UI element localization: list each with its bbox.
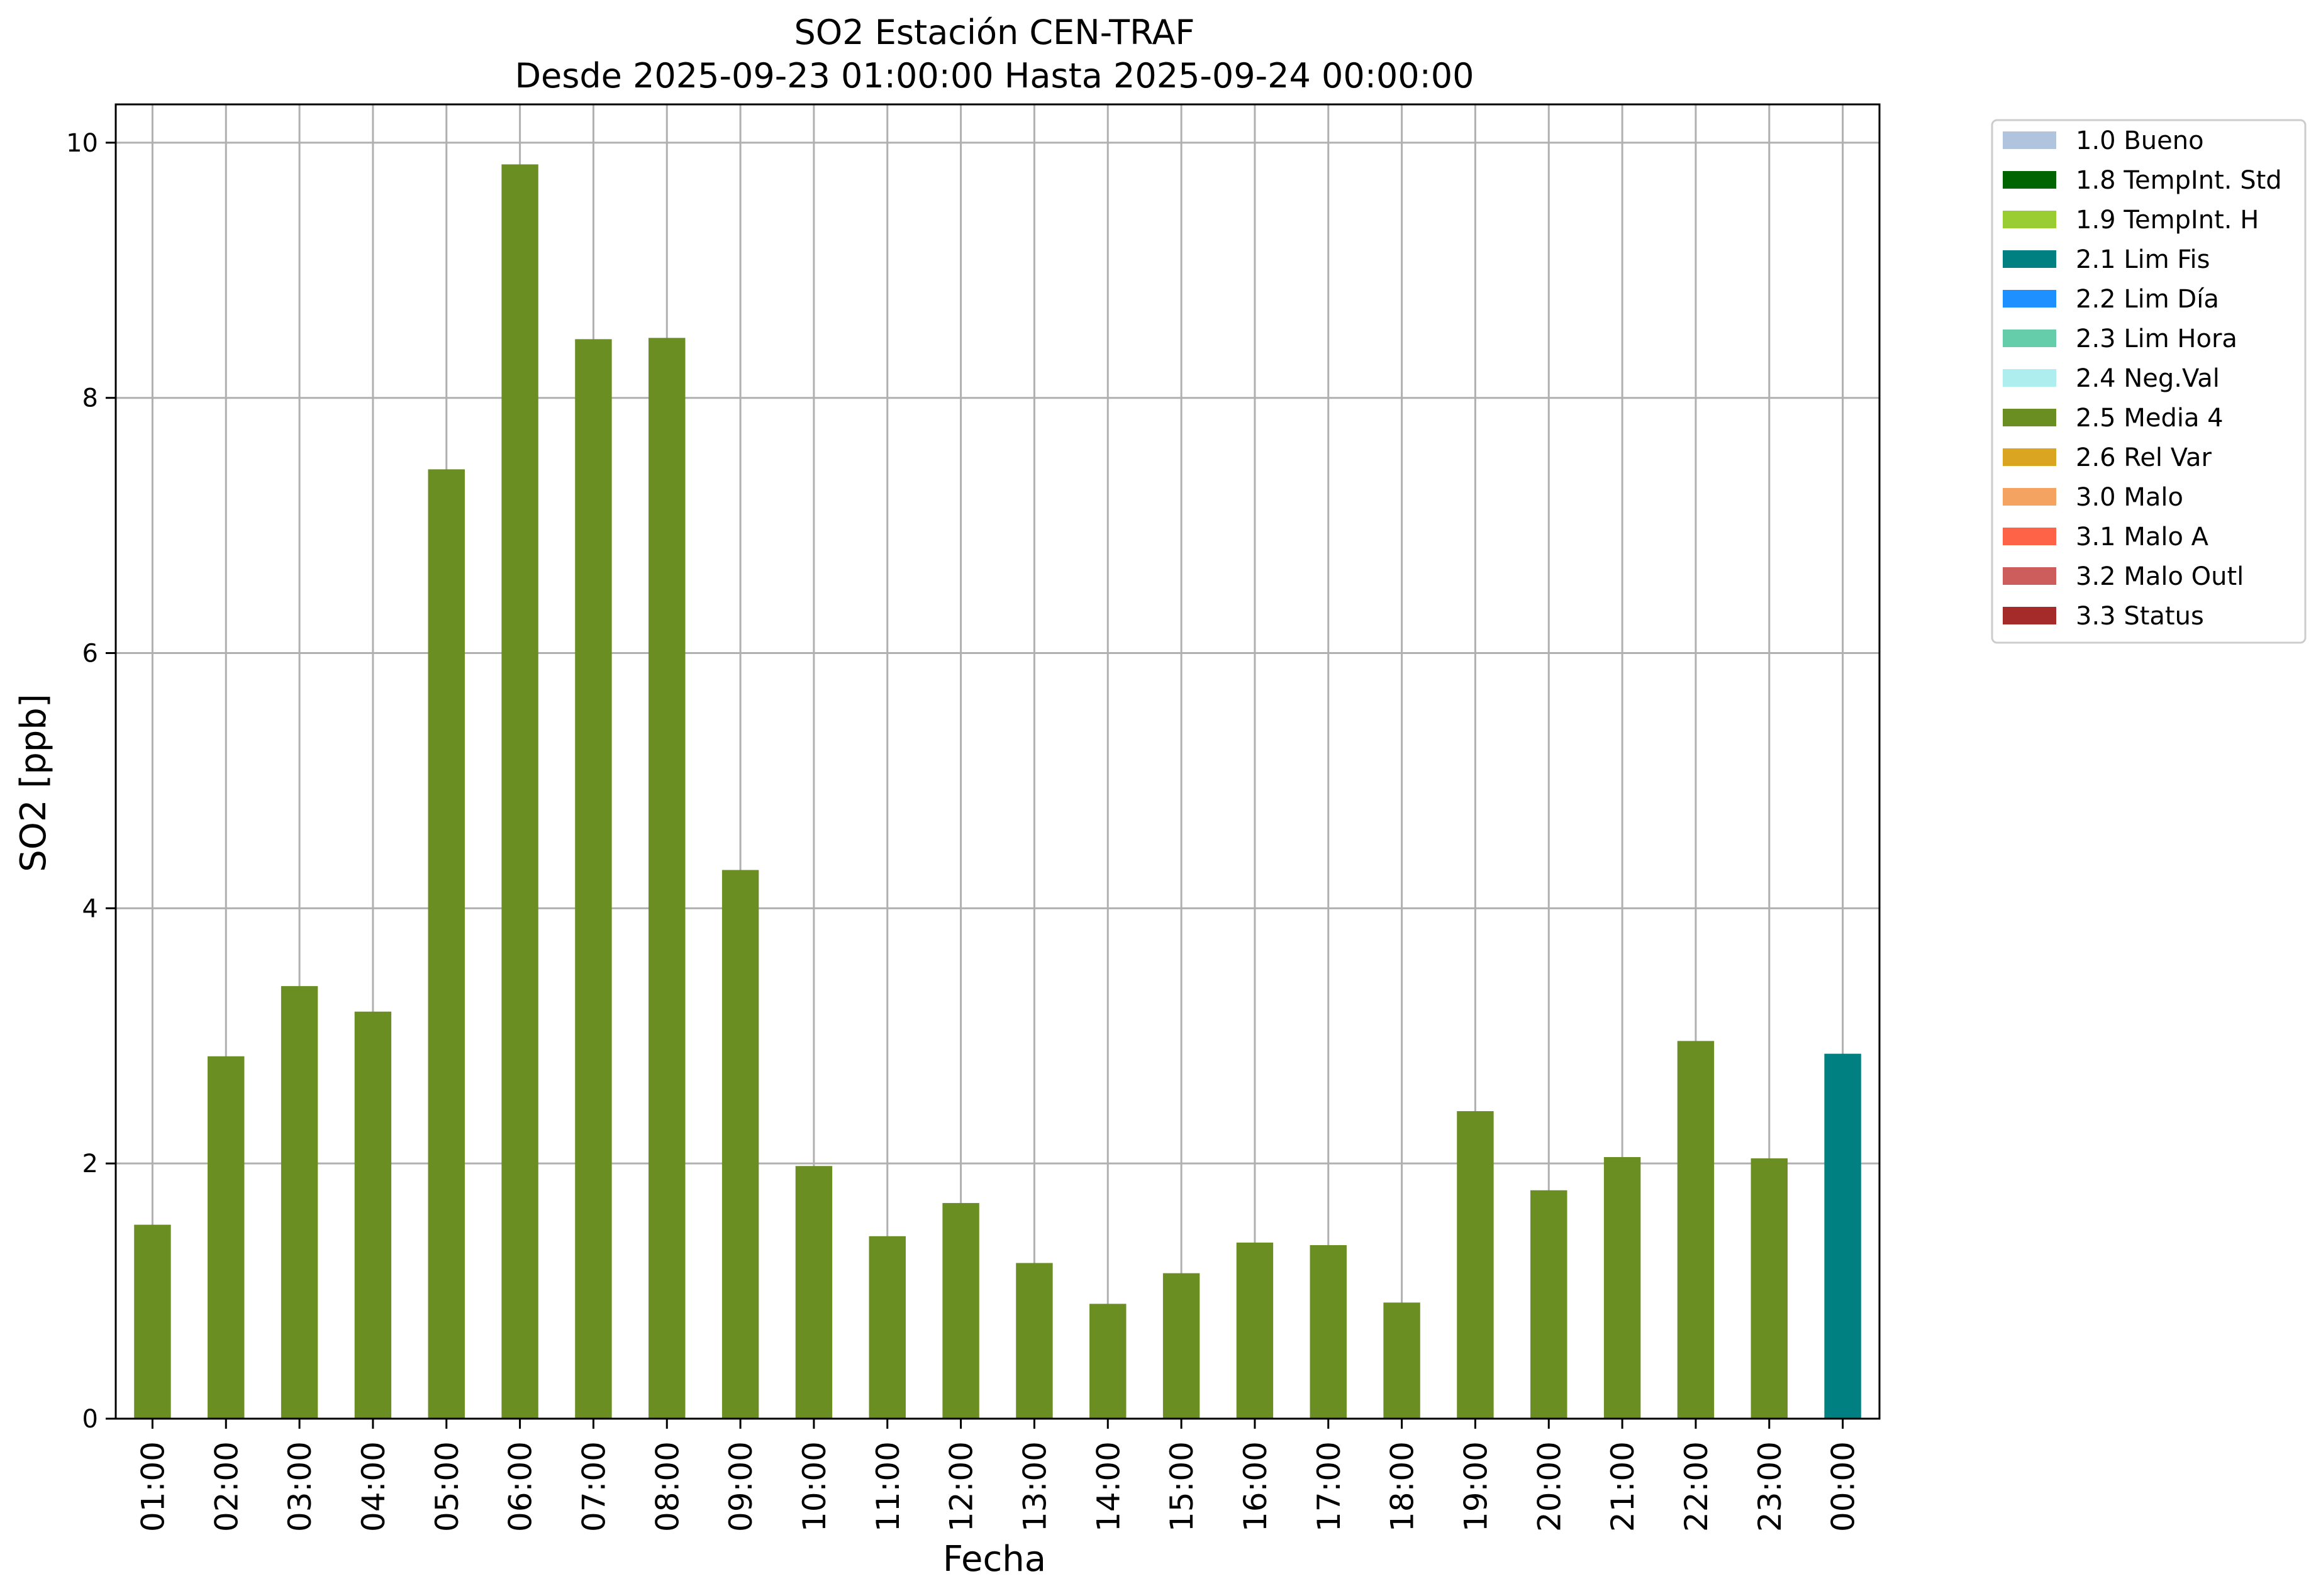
x-tick-label: 23:00 [1752, 1441, 1788, 1532]
x-tick-label: 19:00 [1457, 1441, 1494, 1532]
x-axis-label: Fecha [943, 1539, 1046, 1580]
legend-swatch [2003, 131, 2056, 149]
x-tick-label: 04:00 [355, 1441, 392, 1532]
bar [575, 339, 612, 1419]
y-tick-label: 2 [82, 1150, 98, 1178]
legend-swatch [2003, 369, 2056, 387]
legend-label: 2.4 Neg.Val [2076, 364, 2220, 393]
bar [1677, 1041, 1715, 1419]
bar [1383, 1302, 1420, 1419]
bars [134, 164, 1861, 1419]
bar [942, 1203, 979, 1419]
x-ticks: 01:00 02:00 03:00 04:00 05:00 06:00 07:00 08:00… [135, 1419, 1862, 1532]
legend: 1.0 Bueno 1.8 TempInt. Std 1.9 TempInt. H 2… [1991, 119, 2307, 644]
legend-label: 3.3 Status [2076, 602, 2204, 631]
x-tick-label: 08:00 [649, 1441, 686, 1532]
bar [1016, 1263, 1053, 1419]
legend-label: 2.1 Lim Fis [2076, 245, 2210, 274]
x-tick-label: 01:00 [135, 1441, 171, 1532]
x-tick-label: 16:00 [1237, 1441, 1274, 1532]
legend-swatch [2003, 330, 2056, 347]
bar [1457, 1111, 1494, 1419]
y-axis-label: SO2 [ppb] [13, 694, 54, 872]
legend-swatch [2003, 171, 2056, 189]
x-tick-label: 20:00 [1531, 1441, 1567, 1532]
legend-box [1991, 119, 2307, 644]
legend-swatch [2003, 448, 2056, 466]
bar [428, 469, 465, 1419]
legend-label: 1.9 TempInt. H [2076, 206, 2259, 235]
bar [721, 870, 759, 1419]
y-tick-label: 4 [82, 894, 98, 923]
bar [354, 1011, 392, 1419]
bar [1162, 1273, 1200, 1419]
legend-swatch [2003, 528, 2056, 545]
legend-label: 3.2 Malo Outl [2076, 562, 2244, 591]
x-tick-label: 09:00 [723, 1441, 759, 1532]
bar [501, 164, 538, 1419]
x-tick-label: 05:00 [429, 1441, 465, 1532]
bar [649, 338, 686, 1419]
legend-label: 3.0 Malo [2076, 483, 2183, 512]
legend-swatch [2003, 409, 2056, 426]
legend-label: 1.0 Bueno [2076, 126, 2204, 155]
legend-label: 2.6 Rel Var [2076, 443, 2212, 472]
legend-swatch [2003, 290, 2056, 308]
x-tick-label: 15:00 [1164, 1441, 1200, 1532]
x-tick-label: 11:00 [870, 1441, 906, 1532]
bar [1603, 1157, 1641, 1419]
legend-swatch [2003, 211, 2056, 228]
legend-swatch [2003, 567, 2056, 585]
legend-label: 2.2 Lim Día [2076, 285, 2219, 314]
y-tick-label: 10 [66, 129, 98, 158]
legend-label: 1.8 TempInt. Std [2076, 166, 2282, 195]
x-tick-label: 22:00 [1678, 1441, 1715, 1532]
bar [1089, 1304, 1127, 1419]
y-tick-label: 0 [82, 1405, 98, 1434]
y-tick-label: 6 [82, 640, 98, 668]
x-tick-label: 21:00 [1605, 1441, 1641, 1532]
legend-label: 2.5 Media 4 [2076, 404, 2224, 433]
chart-title: SO2 Estación CEN-TRAF [794, 13, 1194, 52]
x-tick-label: 07:00 [576, 1441, 612, 1532]
plot-frame [114, 103, 1881, 1420]
bar [795, 1166, 833, 1419]
chart-subtitle: Desde 2025-09-23 01:00:00 Hasta 2025-09-… [515, 56, 1474, 96]
x-tick-label: 03:00 [282, 1441, 318, 1532]
y-tick-label: 8 [82, 384, 98, 413]
y-ticks: 0 2 4 6 8 10 [66, 129, 116, 1434]
x-tick-label: 02:00 [208, 1441, 245, 1532]
x-tick-label: 00:00 [1825, 1441, 1862, 1532]
bar [869, 1236, 906, 1419]
legend-swatch [2003, 607, 2056, 624]
bar [1824, 1053, 1861, 1419]
legend-swatch [2003, 250, 2056, 268]
axes [114, 103, 1881, 1420]
legend-swatch [2003, 488, 2056, 506]
x-tick-label: 10:00 [796, 1441, 833, 1532]
bar [1310, 1245, 1347, 1419]
legend-label: 3.1 Malo A [2076, 523, 2209, 551]
x-tick-label: 12:00 [944, 1441, 980, 1532]
bar [1530, 1190, 1567, 1419]
x-tick-label: 14:00 [1090, 1441, 1127, 1532]
bar [1751, 1158, 1788, 1419]
bar [134, 1224, 171, 1419]
x-tick-label: 13:00 [1016, 1441, 1053, 1532]
x-tick-label: 06:00 [503, 1441, 539, 1532]
bar [1236, 1242, 1274, 1419]
x-tick-label: 17:00 [1311, 1441, 1347, 1532]
x-tick-label: 18:00 [1384, 1441, 1421, 1532]
legend-label: 2.3 Lim Hora [2076, 324, 2237, 353]
bar [208, 1056, 245, 1419]
bar [281, 986, 318, 1419]
